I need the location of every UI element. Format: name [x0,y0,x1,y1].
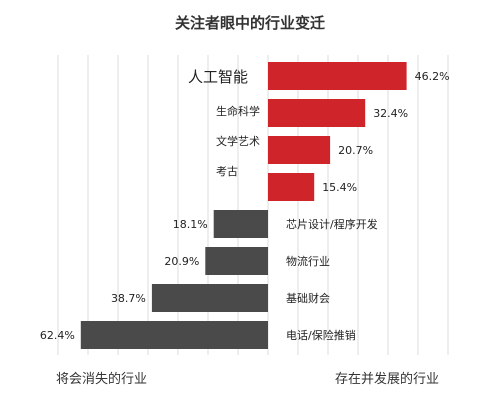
category-label: 物流行业 [286,254,330,268]
value-label: 18.1% [173,218,208,231]
category-label: 文学艺术 [216,134,260,148]
value-label: 62.4% [40,329,75,342]
category-label: 芯片设计/程序开发 [286,217,378,231]
bar-decline-2 [151,284,268,312]
bar-decline-3 [80,321,268,349]
category-label: 考古 [216,165,238,178]
chart-title: 关注者眼中的行业变迁 [174,14,325,32]
bar-grow-2 [268,136,331,164]
bar-grow-0 [268,62,407,90]
labels: 46.2% 人工智能 32.4% 生命科学 20.7% 文学艺术 15.4% 考古 18.1% 芯… [40,68,450,342]
value-label: 15.4% [322,181,357,194]
growing-industries-label: 存在并发展的行业 [335,372,440,387]
bar-grow-3 [268,173,315,201]
bars [80,62,407,349]
value-label: 20.7% [338,144,373,157]
value-label: 46.2% [415,70,450,83]
value-label: 38.7% [111,292,146,305]
category-label: 人工智能 [188,68,248,86]
category-label: 生命科学 [216,104,260,118]
grid-lines [57,55,449,355]
bar-decline-1 [205,247,268,275]
category-label: 电话/保险推销 [286,328,356,342]
value-label: 20.9% [164,255,199,268]
bar-grow-1 [268,99,366,127]
value-label: 32.4% [373,107,408,120]
bar-decline-0 [213,210,268,238]
category-label: 基础财会 [286,291,330,305]
declining-industries-label: 将会消失的行业 [56,372,148,387]
